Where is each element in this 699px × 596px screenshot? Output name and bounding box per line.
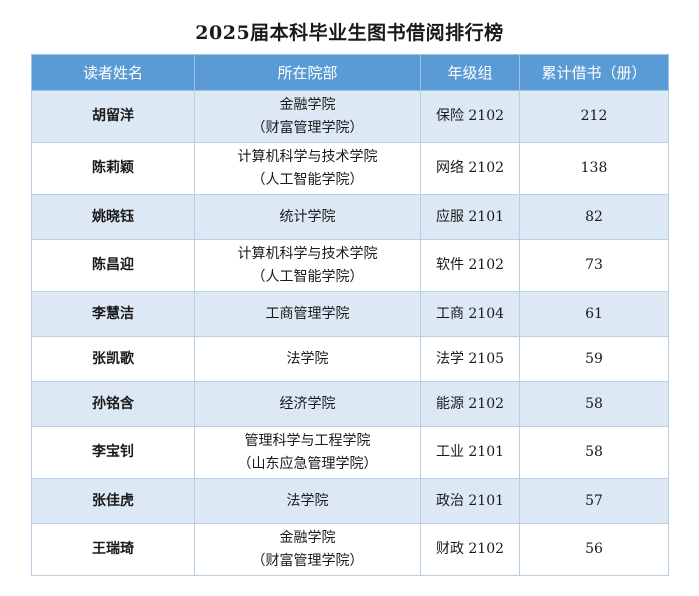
college-line: 工商管理学院 — [265, 305, 350, 322]
count-cell: 56 — [519, 523, 669, 576]
college-cell: 工商管理学院 — [194, 291, 421, 337]
college-line: 法学院 — [286, 492, 329, 509]
college-line: 金融学院 — [279, 529, 336, 546]
table-row: 王瑞琦 金融学院 （财富管理学院） 财政 2102 56 — [31, 523, 669, 576]
college-cell: 金融学院 （财富管理学院） — [194, 523, 421, 576]
college-line: （人工智能学院） — [251, 171, 364, 188]
table-row: 孙铭含 经济学院 能源 2102 58 — [31, 381, 669, 427]
college-line: 金融学院 — [279, 96, 336, 113]
count-cell: 58 — [519, 426, 669, 479]
college-cell: 法学院 — [194, 478, 421, 524]
header-grade: 年级组 — [420, 54, 520, 91]
college-line: 计算机科学与技术学院 — [237, 245, 378, 262]
grade-cell: 应服 2101 — [420, 194, 520, 240]
table-row: 李慧洁 工商管理学院 工商 2104 61 — [31, 291, 669, 337]
grade-cell: 财政 2102 — [420, 523, 520, 576]
reader-name: 王瑞琦 — [31, 523, 195, 576]
reader-name: 张凯歌 — [31, 336, 195, 382]
table-row: 陈昌迎 计算机科学与技术学院 （人工智能学院） 软件 2102 73 — [31, 239, 669, 292]
header-borrow-count: 累计借书（册） — [519, 54, 669, 91]
count-cell: 59 — [519, 336, 669, 382]
college-line: 管理科学与工程学院 — [244, 432, 371, 449]
reader-name: 胡留洋 — [31, 90, 195, 143]
page-title: 2025届本科毕业生图书借阅排行榜 — [195, 22, 504, 44]
reader-name: 姚晓钰 — [31, 194, 195, 240]
college-line: 法学院 — [286, 350, 329, 367]
college-line: （人工智能学院） — [251, 268, 364, 285]
count-cell: 58 — [519, 381, 669, 427]
grade-cell: 工商 2104 — [420, 291, 520, 337]
reader-name: 李慧洁 — [31, 291, 195, 337]
grade-cell: 能源 2102 — [420, 381, 520, 427]
college-line: 经济学院 — [279, 395, 336, 412]
grade-cell: 保险 2102 — [420, 90, 520, 143]
college-line: 计算机科学与技术学院 — [237, 148, 378, 165]
grade-cell: 法学 2105 — [420, 336, 520, 382]
grade-cell: 政治 2101 — [420, 478, 520, 524]
count-cell: 212 — [519, 90, 669, 143]
table-row: 张佳虎 法学院 政治 2101 57 — [31, 478, 669, 524]
college-cell: 金融学院 （财富管理学院） — [194, 90, 421, 143]
count-cell: 57 — [519, 478, 669, 524]
count-cell: 61 — [519, 291, 669, 337]
reader-name: 张佳虎 — [31, 478, 195, 524]
college-cell: 计算机科学与技术学院 （人工智能学院） — [194, 239, 421, 292]
ranking-table: 读者姓名 所在院部 年级组 累计借书（册） 胡留洋 金融学院 （财富管理学院） … — [31, 54, 669, 576]
count-cell: 73 — [519, 239, 669, 292]
reader-name: 陈昌迎 — [31, 239, 195, 292]
college-cell: 统计学院 — [194, 194, 421, 240]
table-header-row: 读者姓名 所在院部 年级组 累计借书（册） — [31, 54, 669, 91]
table-row: 胡留洋 金融学院 （财富管理学院） 保险 2102 212 — [31, 90, 669, 143]
college-cell: 管理科学与工程学院 （山东应急管理学院） — [194, 426, 421, 479]
grade-cell: 工业 2101 — [420, 426, 520, 479]
grade-cell: 网络 2102 — [420, 142, 520, 195]
college-line: （财富管理学院） — [251, 552, 364, 569]
table-row: 姚晓钰 统计学院 应服 2101 82 — [31, 194, 669, 240]
college-line: （财富管理学院） — [251, 119, 364, 136]
table-row: 陈莉颖 计算机科学与技术学院 （人工智能学院） 网络 2102 138 — [31, 142, 669, 195]
college-cell: 经济学院 — [194, 381, 421, 427]
college-line: 统计学院 — [279, 208, 336, 225]
header-reader-name: 读者姓名 — [31, 54, 195, 91]
header-college: 所在院部 — [194, 54, 421, 91]
reader-name: 李宝钊 — [31, 426, 195, 479]
college-cell: 法学院 — [194, 336, 421, 382]
table-row: 李宝钊 管理科学与工程学院 （山东应急管理学院） 工业 2101 58 — [31, 426, 669, 479]
count-cell: 138 — [519, 142, 669, 195]
grade-cell: 软件 2102 — [420, 239, 520, 292]
count-cell: 82 — [519, 194, 669, 240]
reader-name: 陈莉颖 — [31, 142, 195, 195]
table-row: 张凯歌 法学院 法学 2105 59 — [31, 336, 669, 382]
college-line: （山东应急管理学院） — [237, 455, 378, 472]
reader-name: 孙铭含 — [31, 381, 195, 427]
college-cell: 计算机科学与技术学院 （人工智能学院） — [194, 142, 421, 195]
